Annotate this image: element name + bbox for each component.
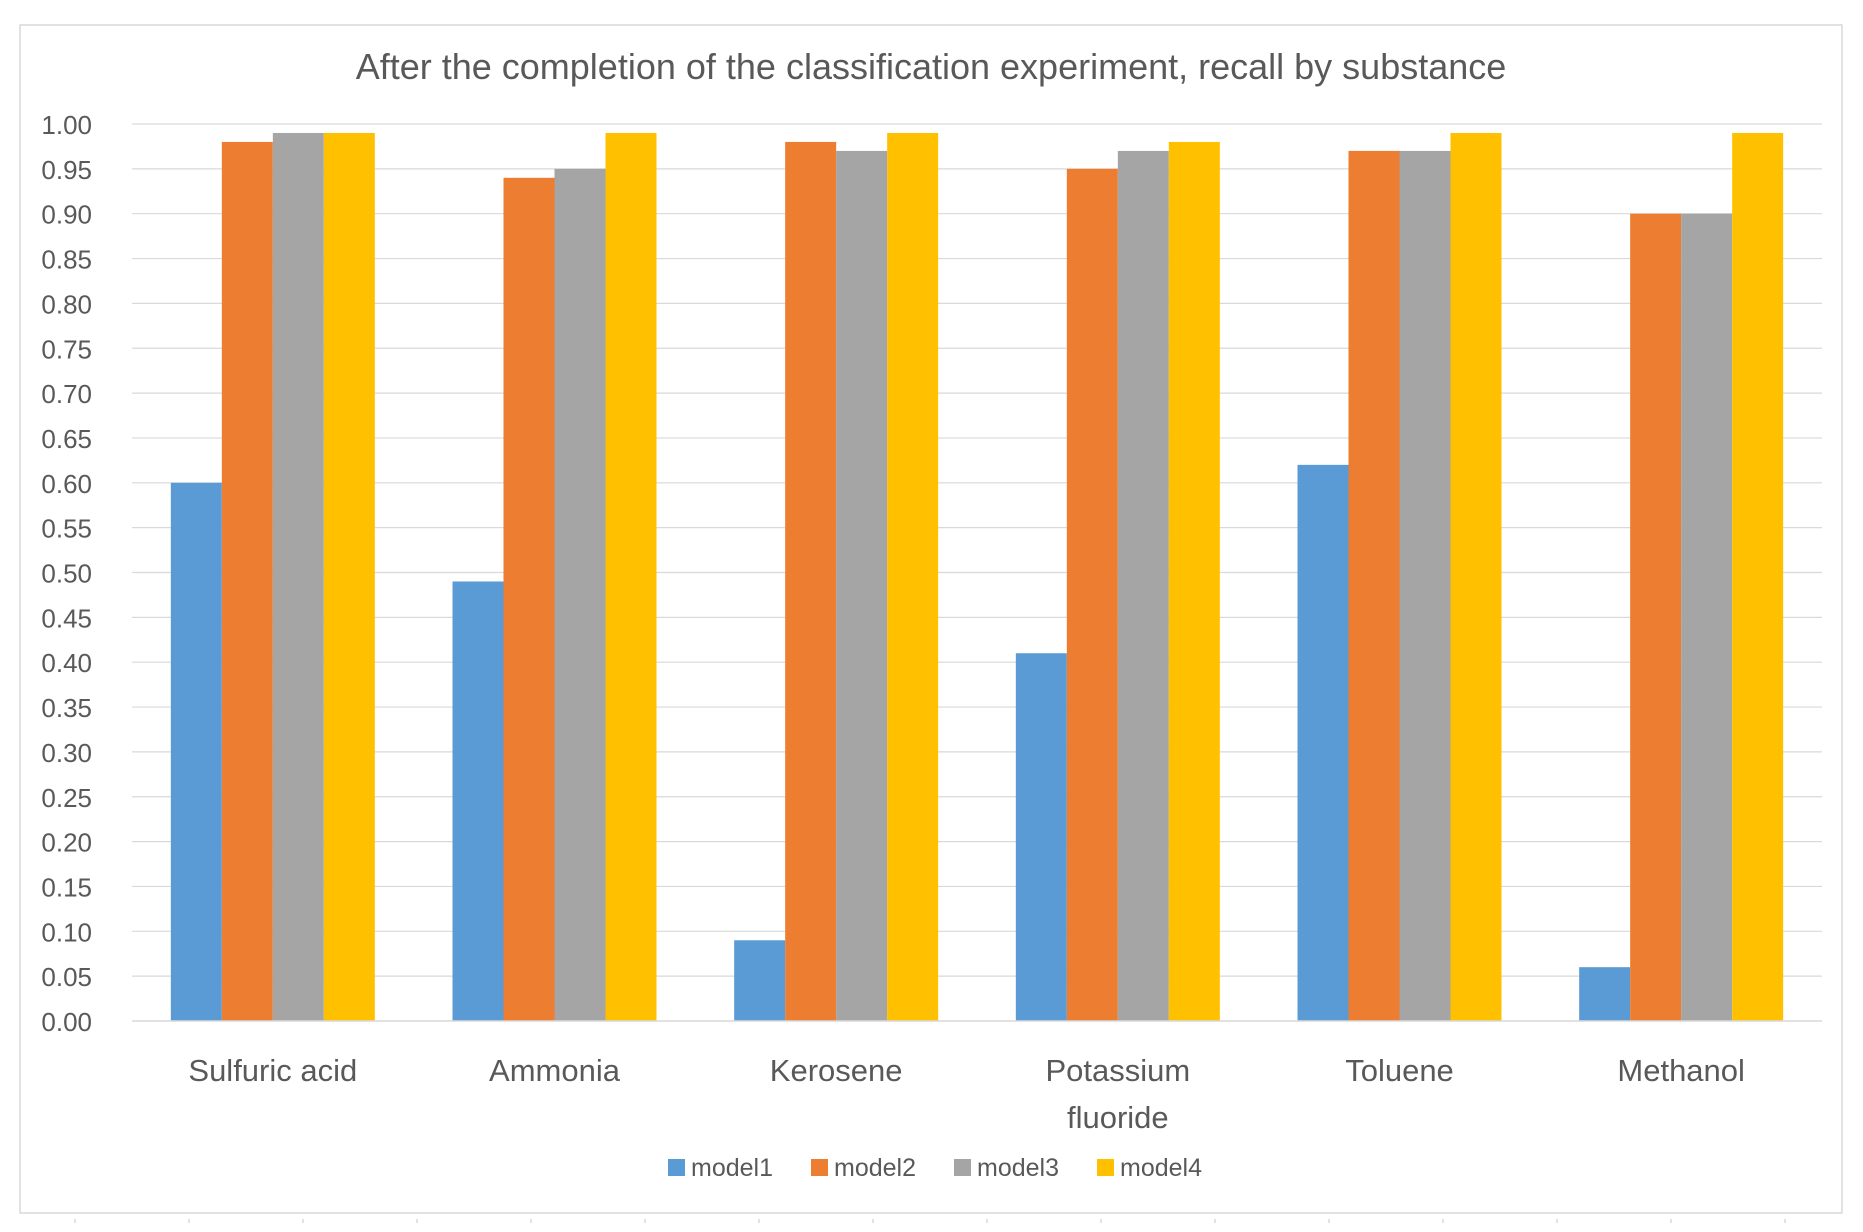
bar-model3 [272,132,324,1022]
x-tick-label: Kerosene [770,1053,903,1088]
bar-model2 [1630,213,1682,1021]
bar-model3 [1399,150,1451,1021]
bar-model1 [734,940,786,1021]
y-tick-label: 0.65 [41,424,92,454]
legend-label-model2: model2 [834,1154,916,1182]
bar-model1 [1579,967,1631,1021]
y-tick-label: 0.80 [41,289,92,319]
y-tick-label: 1.00 [41,110,92,140]
y-tick-label: 0.10 [41,917,92,947]
x-tick-label: fluoride [1067,1100,1169,1135]
x-tick-label: Sulfuric acid [188,1053,357,1088]
legend-label-model1: model1 [691,1154,773,1182]
legend-swatch-model4 [1097,1159,1114,1176]
bar-model4 [1168,141,1220,1021]
x-tick-label: Ammonia [489,1053,621,1088]
y-tick-label: 0.25 [41,783,92,813]
bar-model2 [503,177,555,1021]
y-tick-label: 0.85 [41,245,92,275]
legend-swatch-model1 [668,1159,685,1176]
y-axis-tick-labels: 0.00 0.05 0.10 0.15 0.20 0.25 0.30 0.35 0.40 0.45… [41,110,92,1037]
y-tick-label: 0.70 [41,379,92,409]
legend-label-model3: model3 [977,1154,1059,1182]
y-tick-label: 0.55 [41,514,92,544]
bar-model2 [785,141,837,1021]
bar-model3 [1681,213,1733,1021]
legend: model1 model2 model3 model4 [668,1154,1202,1182]
bar-model2 [221,141,273,1021]
y-tick-label: 0.45 [41,603,92,633]
y-tick-label: 0.05 [41,962,92,992]
y-tick-label: 0.00 [41,1007,92,1037]
y-tick-label: 0.90 [41,200,92,230]
bar-model2 [1348,150,1400,1021]
bar-model3 [1117,150,1169,1021]
bar-model1 [1015,653,1067,1021]
gridlines [132,123,1822,977]
x-tick-label: Toluene [1345,1053,1454,1088]
bar-model1 [452,581,504,1021]
bottom-tick-marks [74,1219,1786,1223]
bar-model2 [1066,168,1118,1022]
x-axis-tick-labels: Sulfuric acid Ammonia Kerosene Potassium flu… [188,1053,1745,1135]
bar-model1 [1297,464,1349,1021]
y-tick-label: 0.15 [41,872,92,902]
y-tick-label: 0.50 [41,559,92,589]
x-tick-label: Potassium [1045,1053,1190,1088]
chart-title: After the completion of the classificati… [356,46,1507,87]
bar-model3 [836,150,888,1021]
x-tick-label: Methanol [1617,1053,1745,1088]
y-tick-label: 0.40 [41,648,92,678]
legend-swatch-model2 [811,1159,828,1176]
legend-label-model4: model4 [1120,1154,1202,1182]
bar-model4 [323,132,375,1022]
y-tick-label: 0.75 [41,334,92,364]
bar-model4 [1732,132,1784,1022]
legend-swatch-model3 [954,1159,971,1176]
bar-model4 [887,132,939,1022]
bar-model4 [605,132,657,1022]
bar-model4 [1450,132,1502,1022]
y-tick-label: 0.60 [41,469,92,499]
bar-model3 [554,168,606,1022]
y-tick-label: 0.20 [41,828,92,858]
y-tick-label: 0.95 [41,155,92,185]
y-tick-label: 0.30 [41,738,92,768]
bars [170,132,1784,1022]
y-tick-label: 0.35 [41,693,92,723]
bar-model1 [170,482,222,1021]
